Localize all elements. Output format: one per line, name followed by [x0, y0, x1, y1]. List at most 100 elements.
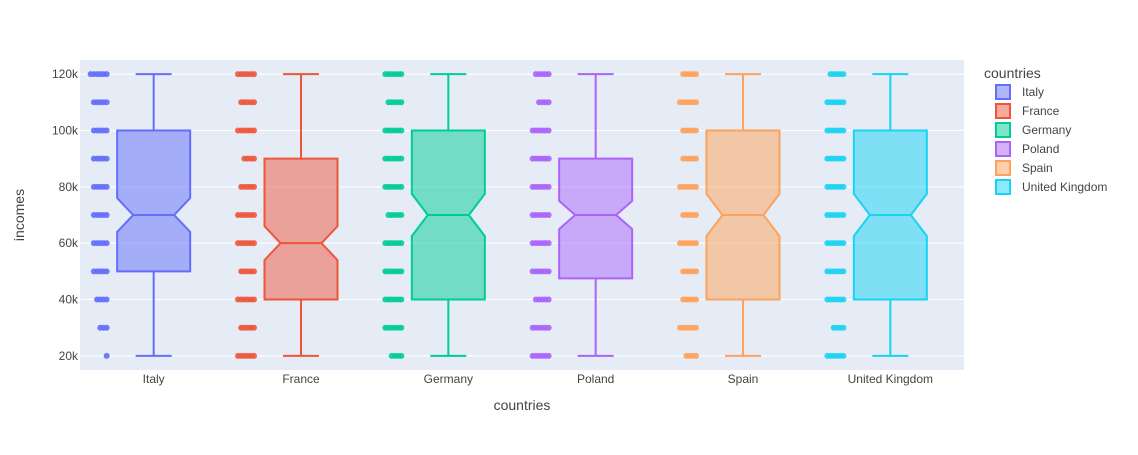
legend-label: France — [1022, 104, 1060, 118]
legend-item: United Kingdom — [995, 179, 1107, 195]
data-point — [824, 240, 831, 247]
legend-swatch — [995, 103, 1011, 119]
data-point — [830, 324, 837, 331]
data-point — [103, 352, 110, 359]
data-point — [385, 212, 392, 218]
data-point — [824, 296, 831, 303]
data-point — [529, 268, 536, 275]
data-point — [382, 71, 389, 78]
legend-swatch — [995, 122, 1011, 138]
data-point — [677, 183, 683, 190]
data-point — [388, 352, 395, 359]
y-tick-label: 60k — [59, 236, 79, 250]
x-tick-label: Poland — [577, 372, 614, 386]
jitter-points — [235, 71, 257, 359]
data-point — [90, 240, 97, 247]
data-point — [382, 296, 389, 303]
legend-item: France — [995, 103, 1060, 119]
data-point — [87, 71, 94, 78]
box-series — [87, 71, 192, 359]
x-tick-label: France — [282, 372, 320, 386]
legend-title: countries — [984, 65, 1041, 81]
data-point — [382, 183, 389, 190]
data-point — [827, 71, 834, 78]
x-tick-label: United Kingdom — [848, 372, 933, 386]
box-series — [824, 71, 928, 359]
legend-label: United Kingdom — [1022, 180, 1107, 194]
y-tick-label: 20k — [59, 349, 79, 363]
y-tick-label: 40k — [59, 293, 79, 307]
data-point — [238, 268, 245, 275]
data-point — [382, 268, 389, 275]
data-point — [680, 155, 687, 162]
data-point — [532, 71, 539, 78]
legend-item: Spain — [995, 160, 1053, 176]
data-point — [529, 240, 536, 247]
data-point — [824, 183, 831, 190]
data-point — [235, 71, 241, 78]
legend-label: Germany — [1022, 123, 1071, 137]
data-point — [529, 324, 536, 331]
data-point — [241, 155, 248, 162]
data-point — [677, 324, 683, 331]
data-point — [382, 324, 389, 331]
data-point — [97, 324, 104, 331]
legend-swatch — [995, 160, 1011, 176]
data-point — [529, 155, 536, 162]
x-tick-label: Spain — [728, 372, 759, 386]
box — [558, 157, 634, 280]
legend-swatch — [995, 84, 1011, 100]
box-series — [382, 71, 486, 359]
plot-background — [80, 60, 964, 370]
data-point — [529, 212, 536, 218]
data-point — [235, 352, 241, 359]
x-tick-label: Germany — [424, 372, 473, 386]
data-point — [680, 71, 687, 78]
data-point — [382, 240, 389, 247]
data-point — [90, 183, 97, 190]
legend-item: Poland — [995, 141, 1059, 157]
legend-swatch — [995, 141, 1011, 157]
y-tick-label: 80k — [59, 180, 79, 194]
box — [263, 157, 339, 301]
jitter-points — [529, 71, 552, 359]
data-point — [385, 99, 392, 106]
data-point — [677, 99, 683, 106]
y-tick-label: 100k — [52, 123, 79, 137]
box-series — [235, 71, 339, 359]
data-point — [680, 127, 687, 134]
data-point — [90, 99, 97, 106]
data-point — [680, 296, 687, 303]
legend-item: Germany — [995, 122, 1071, 138]
data-point — [677, 240, 683, 247]
data-point — [235, 240, 241, 247]
data-point — [529, 127, 536, 134]
x-tick-label: Italy — [143, 372, 165, 386]
data-point — [532, 296, 539, 303]
data-point — [238, 183, 245, 190]
data-point — [824, 212, 831, 218]
data-point — [238, 324, 245, 331]
box — [116, 129, 192, 273]
data-point — [824, 155, 831, 162]
data-point — [90, 155, 97, 162]
y-axis-ticks: 20k 40k 60k 80k 100k 120k — [52, 67, 79, 363]
jitter-points — [382, 71, 405, 359]
data-point — [382, 155, 389, 162]
x-axis-title: countries — [494, 397, 551, 413]
grid — [80, 73, 964, 357]
legend-swatch — [995, 179, 1011, 195]
x-axis-ticks: Italy France Germany Poland Spain United King… — [143, 372, 933, 386]
legend: countries Italy France Germany Poland Spain U… — [984, 65, 1107, 195]
boxes — [87, 71, 928, 359]
data-point — [529, 352, 536, 359]
data-point — [824, 127, 831, 134]
legend-item: Italy — [995, 84, 1044, 100]
legend-label: Spain — [1022, 161, 1053, 175]
data-point — [235, 296, 241, 303]
jitter-points — [677, 71, 699, 359]
data-point — [90, 268, 97, 275]
data-point — [680, 268, 687, 275]
